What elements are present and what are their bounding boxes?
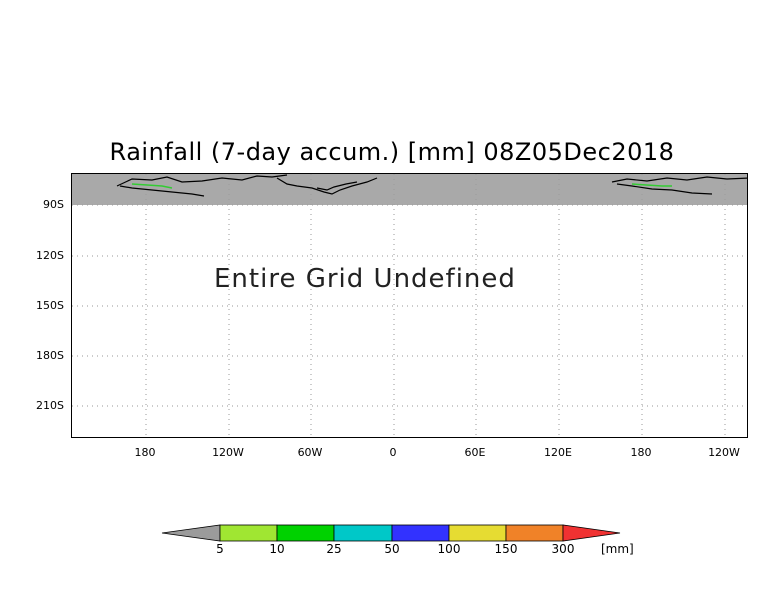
x-tick-label: 180 <box>134 446 156 459</box>
colorbar-label: 5 <box>216 542 224 556</box>
x-tick-label: 180 <box>630 446 652 459</box>
colorbar <box>161 524 621 542</box>
colorbar-segment <box>448 524 507 542</box>
x-tick-label: 60W <box>297 446 323 459</box>
colorbar-segment <box>333 524 393 542</box>
coastline <box>116 174 747 197</box>
colorbar-lower-arrow <box>161 524 221 542</box>
colorbar-segment <box>276 524 335 542</box>
x-tick-label: 60E <box>464 446 486 459</box>
colorbar-segment <box>219 524 278 542</box>
y-tick-label: 210S <box>36 399 64 412</box>
colorbar-label: 25 <box>326 542 342 556</box>
colorbar-label: 300 <box>551 542 575 556</box>
x-tick-label: 0 <box>389 446 397 459</box>
colorbar-label: 150 <box>494 542 518 556</box>
colorbar-label: 100 <box>437 542 461 556</box>
x-tick-label: 120W <box>708 446 740 459</box>
colorbar-label: 10 <box>269 542 285 556</box>
colorbar-segment <box>505 524 564 542</box>
colorbar-unit: [mm] <box>601 542 634 556</box>
map-plot-area <box>71 173 748 438</box>
y-tick-label: 90S <box>43 198 64 211</box>
y-tick-label: 120S <box>36 249 64 262</box>
colorbar-segment <box>391 524 450 542</box>
map-canvas <box>72 174 747 437</box>
colorbar-upper-arrow <box>562 524 621 542</box>
colorbar-label: 50 <box>384 542 400 556</box>
x-tick-label: 120W <box>212 446 244 459</box>
y-tick-label: 150S <box>36 299 64 312</box>
grid-lines <box>72 174 747 437</box>
rainfall-traces <box>131 183 672 189</box>
undefined-grid-message: Entire Grid Undefined <box>214 264 516 294</box>
y-tick-label: 180S <box>36 349 64 362</box>
map-title: Rainfall (7-day accum.) [mm] 08Z05Dec201… <box>109 138 675 166</box>
x-tick-label: 120E <box>544 446 572 459</box>
